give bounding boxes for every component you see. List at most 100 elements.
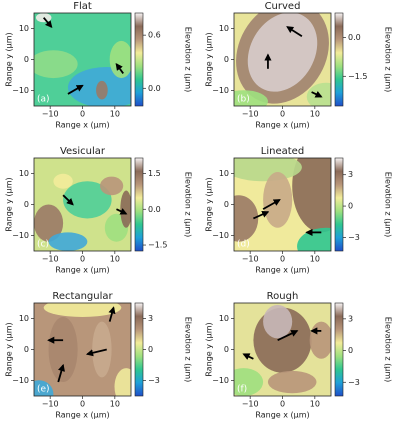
y-tick-label: −10 xyxy=(212,231,229,240)
y-tick-label: 0 xyxy=(224,345,229,354)
panel-label: (e) xyxy=(37,385,50,395)
surface xyxy=(234,303,331,396)
surface-patch xyxy=(234,195,259,242)
colorbar xyxy=(334,157,344,252)
chart-title: Lineated xyxy=(261,146,304,157)
y-axis-label: Range y (μm) xyxy=(5,32,14,86)
colorbar-tick-label: 0.0 xyxy=(148,84,161,93)
colorbar xyxy=(134,157,144,252)
arrow xyxy=(242,353,254,360)
surface-patch xyxy=(34,380,54,396)
chart-title: Vesicular xyxy=(60,146,106,157)
arrow xyxy=(57,363,65,383)
y-tick-label: 10 xyxy=(19,314,29,323)
panel-label: (f) xyxy=(237,385,247,395)
x-tick-label: −10 xyxy=(242,110,259,119)
y-axis-label: Range y (μm) xyxy=(205,322,214,376)
colorbar-tick-label: −3 xyxy=(348,233,360,242)
y-tick-label: 0 xyxy=(224,55,229,64)
arrow xyxy=(115,62,124,74)
arrow xyxy=(67,84,84,95)
colorbar-label: Elevation z (μm) xyxy=(184,317,193,383)
y-tick-label: 0 xyxy=(24,200,29,209)
y-tick-label: 10 xyxy=(219,24,229,33)
colorbar xyxy=(334,302,344,397)
surface-patch xyxy=(34,204,64,242)
x-axis-label: Range x (μm) xyxy=(55,266,109,275)
colorbar-tick-label: −1.5 xyxy=(148,241,167,250)
colorbar-tick-label: 0.6 xyxy=(148,31,161,40)
x-tick-label: 0 xyxy=(80,110,85,119)
y-axis-label: Range y (μm) xyxy=(205,32,214,86)
x-axis-label: Range x (μm) xyxy=(55,411,109,420)
surface-patch xyxy=(292,158,331,233)
surface-patch xyxy=(34,50,78,79)
y-axis-label: Range y (μm) xyxy=(205,177,214,231)
surface-patch xyxy=(48,232,88,251)
colorbar-tick-label: 3 xyxy=(348,314,353,323)
x-tick-label: 10 xyxy=(310,110,320,119)
colorbar-tick-label: −3 xyxy=(148,376,160,385)
surface-patch xyxy=(99,176,124,196)
surface-patch xyxy=(43,303,122,317)
colorbar-tick-label: 3 xyxy=(348,170,353,179)
surface-patch xyxy=(309,321,331,359)
x-tick-label: 10 xyxy=(310,400,320,409)
y-tick-label: 0 xyxy=(24,345,29,354)
y-tick-label: 0 xyxy=(224,200,229,209)
surface xyxy=(234,13,331,106)
colorbar-tick-label: 0.0 xyxy=(348,33,361,42)
surface-patch xyxy=(109,40,131,79)
colorbar-tick-label: 0 xyxy=(348,202,353,211)
colorbar-label: Elevation z (μm) xyxy=(384,27,393,93)
chart-title: Rectangular xyxy=(52,291,113,302)
chart-title: Curved xyxy=(265,1,301,12)
surface-patch xyxy=(48,316,78,383)
colorbar-tick-label: 3 xyxy=(148,314,153,323)
panel-label: (a) xyxy=(37,95,50,105)
surface-patch xyxy=(247,13,318,92)
surface-patch xyxy=(263,171,293,228)
y-tick-label: 10 xyxy=(19,24,29,33)
arrow xyxy=(85,348,107,357)
x-tick-label: 0 xyxy=(280,255,285,264)
arrow xyxy=(116,208,128,215)
surface-patch xyxy=(53,173,73,189)
surface-patch xyxy=(96,80,108,100)
surface-patch xyxy=(234,158,302,182)
x-tick-label: 0 xyxy=(80,400,85,409)
colorbar-label: Elevation z (μm) xyxy=(184,27,193,93)
x-tick-label: 10 xyxy=(110,255,120,264)
colorbar-tick-label: 0 xyxy=(148,345,153,354)
x-tick-label: 0 xyxy=(80,255,85,264)
x-axis-label: Range x (μm) xyxy=(255,266,309,275)
x-tick-label: 10 xyxy=(310,255,320,264)
x-tick-label: −10 xyxy=(42,110,59,119)
colorbar-tick-label: 1.5 xyxy=(148,169,161,178)
surface-patch xyxy=(234,90,268,106)
arrow xyxy=(277,330,299,342)
surface-patch xyxy=(267,370,317,394)
colorbar-tick-label: −3 xyxy=(348,378,360,387)
panel-label: (b) xyxy=(237,95,250,105)
y-axis-label: Range y (μm) xyxy=(5,177,14,231)
arrow xyxy=(108,306,116,322)
arrow xyxy=(253,211,270,220)
x-tick-label: −10 xyxy=(242,400,259,409)
y-tick-label: 0 xyxy=(24,55,29,64)
panel-label: (c) xyxy=(37,240,49,250)
colorbar-label: Elevation z (μm) xyxy=(184,172,193,238)
y-tick-label: −10 xyxy=(212,376,229,385)
colorbar-tick-label: 0.0 xyxy=(148,205,161,214)
y-axis-label: Range y (μm) xyxy=(5,322,14,376)
surface-patch xyxy=(120,190,131,228)
surface-patch xyxy=(234,368,264,396)
y-tick-label: 10 xyxy=(19,169,29,178)
y-tick-label: −10 xyxy=(212,86,229,95)
